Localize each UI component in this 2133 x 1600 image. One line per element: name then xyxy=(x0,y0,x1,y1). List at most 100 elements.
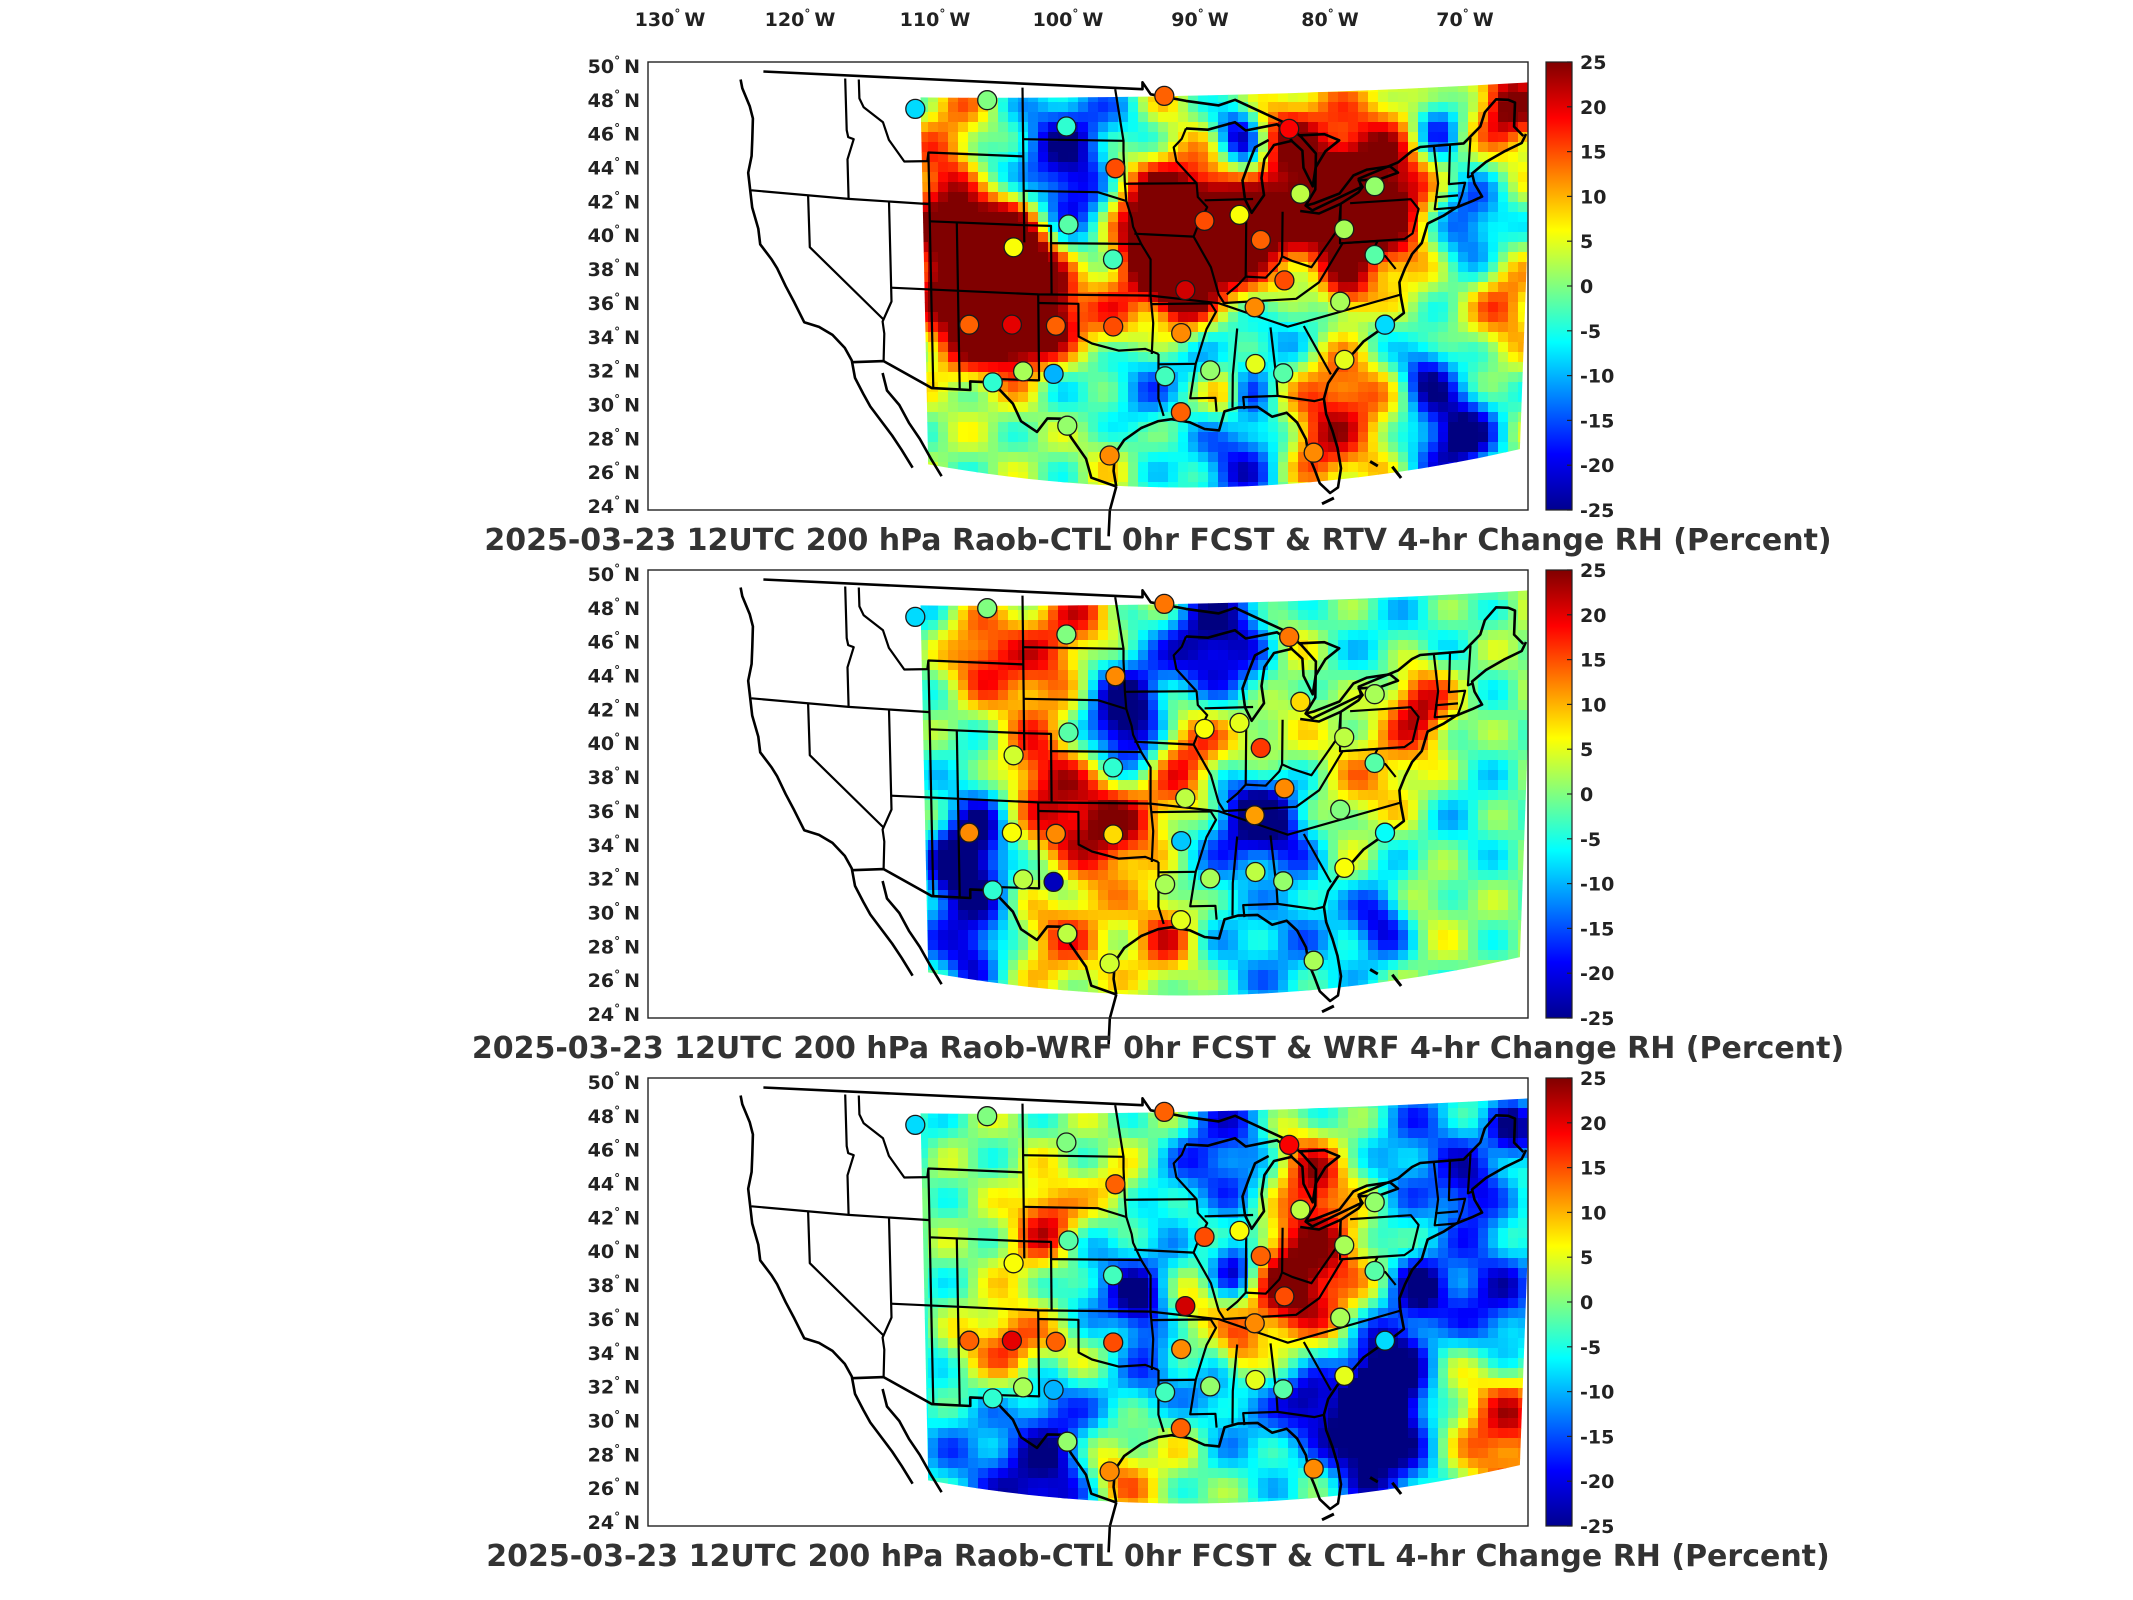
lon-tick-label: 90° W xyxy=(1171,7,1228,31)
lat-tick-label: 48° N xyxy=(588,88,640,112)
raob-station-marker xyxy=(1303,1458,1324,1479)
lat-tick-label: 30° N xyxy=(588,900,640,924)
raob-station-marker xyxy=(1056,1132,1077,1153)
lat-tick-label: 46° N xyxy=(588,630,640,654)
raob-station-marker xyxy=(1364,684,1385,705)
lat-tick-label: 46° N xyxy=(588,1138,640,1162)
lat-tick-label: 46° N xyxy=(588,122,640,146)
raob-station-marker xyxy=(1012,361,1034,382)
raob-station-marker xyxy=(1244,1313,1265,1334)
lat-tick-label: 26° N xyxy=(588,968,640,992)
raob-station-marker xyxy=(1374,1330,1396,1351)
raob-station-marker xyxy=(1043,871,1064,893)
raob-station-marker xyxy=(1273,871,1294,892)
colorbar: 25 20 15 10 5 0 -5 -10 -15 -20 -25 xyxy=(1545,560,1614,1030)
colorbar-tick-label: -10 xyxy=(1580,874,1614,896)
raob-station-marker xyxy=(982,372,1003,393)
raob-station-marker xyxy=(1058,214,1079,235)
raob-station-marker xyxy=(1058,1230,1079,1251)
raob-station-marker xyxy=(982,1388,1003,1409)
lat-tick-label: 42° N xyxy=(588,1205,640,1229)
raob-station-marker xyxy=(1374,314,1396,335)
lat-tick-label: 50° N xyxy=(588,54,640,78)
raob-station-marker xyxy=(1102,757,1124,778)
raob-station-marker xyxy=(1279,1134,1300,1156)
colorbar-tick-label: -15 xyxy=(1580,410,1614,432)
raob-station-marker xyxy=(1056,116,1077,137)
raob-station-marker xyxy=(1043,363,1064,385)
raob-station-marker xyxy=(1194,1226,1215,1248)
lat-tick-label: 26° N xyxy=(588,460,640,484)
lat-tick-label: 24° N xyxy=(588,1002,640,1026)
lat-tick-label: 34° N xyxy=(588,1341,640,1365)
raob-station-marker xyxy=(1334,219,1355,240)
raob-station-marker xyxy=(1103,1332,1124,1353)
colorbar-tick-label: 10 xyxy=(1580,186,1606,208)
lon-tick-label: 110° W xyxy=(900,7,971,31)
lat-tick-label: 28° N xyxy=(588,934,640,958)
longitude-axis: 130° W 120° W 110° W 100° W 90° W 80° W 70° W xyxy=(635,7,1494,31)
lat-tick-label: 28° N xyxy=(588,426,640,450)
raob-station-marker xyxy=(1229,204,1250,226)
raob-station-marker xyxy=(1334,1365,1355,1387)
raob-station-marker xyxy=(1273,363,1294,384)
map-panel-rtv: 50° N 48° N 46° N 44° N 42° N 40° N 38° N 36° N 34° N 32° N… xyxy=(484,52,1831,558)
map-boundaries xyxy=(739,1086,1528,1553)
raob-station-marker xyxy=(1001,822,1023,843)
colorbar-tick-label: 10 xyxy=(1580,1202,1606,1224)
lat-tick-label: 28° N xyxy=(588,1442,640,1466)
lat-tick-label: 38° N xyxy=(588,257,640,281)
map-panel-ctl: 50° N 48° N 46° N 44° N 42° N 40° N 38° N 36° N 34° N 32° N… xyxy=(486,1068,1829,1574)
raob-station-marker xyxy=(1057,415,1078,436)
raob-station-marker xyxy=(1200,868,1221,889)
raob-station-marker xyxy=(1045,1331,1067,1352)
colorbar-tick-label: -15 xyxy=(1580,918,1614,940)
raob-station-marker xyxy=(1045,315,1067,336)
lon-tick-label: 100° W xyxy=(1033,7,1104,31)
raob-station-marker xyxy=(1102,1265,1124,1286)
colorbar-tick-label: 25 xyxy=(1580,560,1606,582)
raob-station-marker xyxy=(1229,712,1250,734)
raob-station-marker xyxy=(1250,1245,1271,1267)
raob-station-marker xyxy=(1364,176,1385,197)
raob-station-marker xyxy=(1364,1260,1385,1282)
lat-tick-label: 48° N xyxy=(588,596,640,620)
raob-station-marker xyxy=(1279,118,1300,140)
colorbar-tick-label: 25 xyxy=(1580,52,1606,74)
raob-station-marker xyxy=(1057,923,1078,944)
raob-station-marker xyxy=(982,880,1003,901)
lon-tick-label: 70° W xyxy=(1436,7,1493,31)
raob-station-marker xyxy=(1244,805,1265,826)
raob-station-marker xyxy=(1171,1338,1192,1360)
colorbar-tick-label: -15 xyxy=(1580,1426,1614,1448)
raob-station-marker xyxy=(1364,752,1385,774)
colorbar-tick-label: -5 xyxy=(1580,1337,1601,1359)
lat-tick-label: 24° N xyxy=(588,494,640,518)
colorbar-tick-label: 15 xyxy=(1580,1158,1606,1180)
lat-tick-label: 40° N xyxy=(588,731,640,755)
lat-tick-label: 32° N xyxy=(588,867,640,891)
lat-tick-label: 48° N xyxy=(588,1104,640,1128)
raob-station-marker xyxy=(1012,869,1034,890)
raob-station-marker xyxy=(1245,861,1266,883)
raob-station-marker xyxy=(1105,666,1126,687)
lon-tick-label: 130° W xyxy=(635,7,706,31)
raob-station-marker xyxy=(959,1330,980,1351)
map-frame xyxy=(647,569,1529,1019)
raob-station-marker xyxy=(1102,249,1124,270)
colorbar-tick-label: -20 xyxy=(1580,455,1614,477)
colorbar-tick-label: 0 xyxy=(1580,784,1593,806)
map-frame xyxy=(647,61,1529,511)
lat-tick-label: 44° N xyxy=(588,664,640,688)
raob-station-marker xyxy=(905,98,926,120)
raob-station-marker xyxy=(977,90,998,111)
colorbar-tick-label: -25 xyxy=(1580,1008,1614,1030)
raob-station-marker xyxy=(1001,314,1023,335)
lat-tick-label: 50° N xyxy=(588,1070,640,1094)
raob-station-marker xyxy=(1334,1235,1355,1256)
colorbar-tick-label: -25 xyxy=(1580,1516,1614,1538)
colorbar-tick-label: 25 xyxy=(1580,1068,1606,1090)
raob-station-marker xyxy=(1154,1382,1176,1403)
raob-station-marker xyxy=(1330,799,1351,820)
